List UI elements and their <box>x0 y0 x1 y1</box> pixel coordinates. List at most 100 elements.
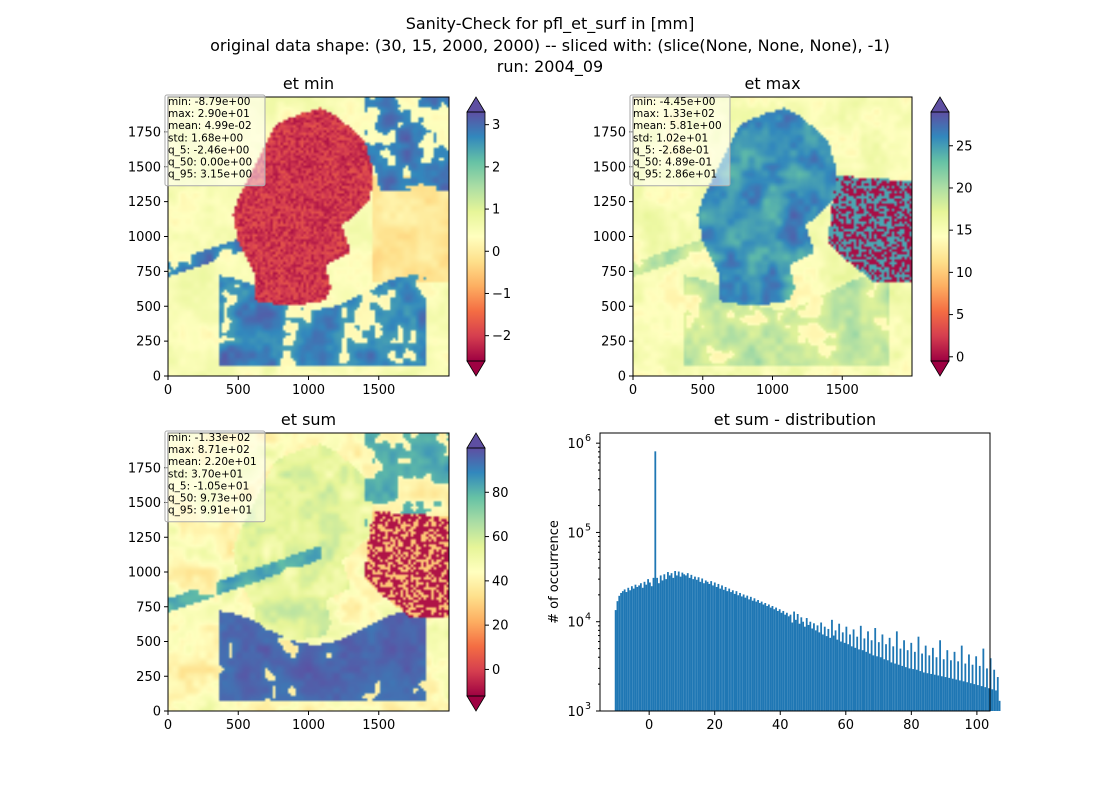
et-sum-ytick-label: 500 <box>136 635 161 650</box>
histogram-bar <box>775 607 777 711</box>
histogram-bar <box>995 690 997 711</box>
histogram-bar <box>899 648 902 711</box>
et-sum-colorbar-tick-label: 60 <box>492 530 509 545</box>
histogram-bar <box>863 638 866 711</box>
histogram-bar <box>785 612 788 711</box>
histogram-bar <box>850 646 853 711</box>
et-min-ytick-label: 750 <box>136 265 161 280</box>
histogram-bar <box>924 645 927 711</box>
histogram-bar <box>630 586 633 711</box>
histogram-bar <box>973 684 976 711</box>
et-sum-xtick-label: 500 <box>226 718 251 733</box>
histogram-bar <box>645 584 648 711</box>
et-sum-colorbar-tick-label: 0 <box>492 663 500 678</box>
histogram-bar <box>616 601 619 711</box>
histogram-bar <box>964 663 967 711</box>
suptitle-line-1: Sanity-Check for pfl_et_surf in [mm] <box>406 14 695 34</box>
histogram-bar <box>962 681 965 711</box>
et-min-colorbar-tick-label: 3 <box>492 118 500 133</box>
histogram-bar <box>885 644 887 711</box>
histogram-bar <box>841 632 844 711</box>
histogram-bar <box>984 687 987 711</box>
et-sum-stats-line: q_50: 9.73e+00 <box>168 493 252 505</box>
histogram-bar <box>951 678 954 711</box>
histogram-bar <box>789 614 792 711</box>
histogram-bar <box>805 618 808 711</box>
histogram-bar <box>758 603 761 711</box>
et-min-ytick-label: 500 <box>136 300 161 315</box>
histogram-bar <box>648 582 651 711</box>
et-min-ytick-label: 1750 <box>128 125 161 140</box>
histogram-bar <box>881 634 884 711</box>
et-max-colorbar-extend-bottom <box>930 360 950 377</box>
histogram-bar <box>910 642 913 711</box>
histogram-bar <box>809 621 812 711</box>
et-min-colorbar-extend-bottom <box>466 360 486 377</box>
histogram-bar <box>829 637 832 711</box>
et-sum-xtick-label: 1500 <box>362 718 395 733</box>
histogram-bar <box>753 598 756 711</box>
histogram-bar <box>915 669 918 711</box>
histogram-bar <box>706 581 709 711</box>
histogram-bar <box>993 669 996 711</box>
et-sum-ytick-label: 1750 <box>128 461 161 476</box>
histogram-bar <box>632 588 635 711</box>
histogram-bar <box>933 674 936 711</box>
histogram-bar <box>766 606 768 711</box>
histogram-bar <box>719 588 722 711</box>
et-min-ytick-label: 0 <box>153 370 161 385</box>
histogram-bar <box>978 665 981 711</box>
histogram-bar <box>654 451 657 711</box>
histogram-bar <box>941 676 943 711</box>
histogram-bar <box>764 603 767 711</box>
histogram-ytick-exponent: 6 <box>585 433 591 444</box>
histogram-bar <box>811 628 814 711</box>
histogram-bar <box>926 673 929 711</box>
et-sum-ytick-label: 1500 <box>128 496 161 511</box>
histogram-bar <box>820 622 823 711</box>
et-max-ytick-label: 750 <box>601 265 626 280</box>
histogram-bar <box>713 582 716 711</box>
histogram-bar <box>969 683 972 711</box>
histogram-xtick-label: 40 <box>772 718 789 733</box>
histogram-bar <box>980 686 983 711</box>
histogram-ytick-exponent: 4 <box>585 612 591 623</box>
histogram-bar <box>784 614 786 711</box>
et-sum-colorbar-tick-label: 80 <box>492 486 509 501</box>
histogram-bar <box>692 579 695 711</box>
et-sum-stats-line: max: 8.71e+02 <box>168 444 250 456</box>
histogram-ytick-label: 10 <box>567 616 584 631</box>
et-min-stats-line: std: 1.68e+00 <box>168 132 243 144</box>
et-sum-ytick-label: 1000 <box>128 566 161 581</box>
et-sum-xtick-label: 0 <box>164 718 172 733</box>
histogram-bar <box>618 595 621 711</box>
et-min-stats-line: q_95: 3.15e+00 <box>168 169 252 181</box>
et-sum-stats-line: q_5: -1.05e+01 <box>168 480 249 492</box>
histogram-bar <box>813 623 815 711</box>
histogram-bar <box>904 667 907 711</box>
histogram-bar <box>903 640 905 711</box>
histogram-bar <box>977 685 979 711</box>
histogram-bar <box>638 585 640 711</box>
histogram-bar <box>906 650 909 711</box>
histogram-bar <box>665 579 668 711</box>
et-max-ytick-label: 250 <box>601 335 626 350</box>
histogram-bar <box>735 591 738 711</box>
histogram-bar <box>852 629 855 711</box>
histogram-bar <box>840 641 842 711</box>
et-max-ytick-label: 500 <box>601 300 626 315</box>
histogram-bar <box>769 607 772 711</box>
suptitle-line-2: original data shape: (30, 15, 2000, 2000… <box>210 36 890 55</box>
histogram-bar <box>987 688 990 711</box>
et-min-colorbar <box>467 112 485 361</box>
et-max-ytick-label: 1750 <box>593 125 626 140</box>
histogram-bar <box>620 592 622 711</box>
histogram-bar <box>959 680 961 711</box>
et-min-colorbar-tick-label: −2 <box>492 329 511 344</box>
histogram-bar <box>847 644 850 711</box>
histogram-bar <box>876 656 878 711</box>
histogram-bar <box>724 586 727 711</box>
histogram-bar <box>822 634 824 711</box>
histogram-bar <box>919 671 922 711</box>
